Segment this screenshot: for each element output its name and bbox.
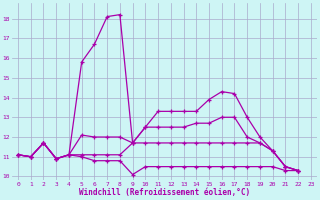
X-axis label: Windchill (Refroidissement éolien,°C): Windchill (Refroidissement éolien,°C) bbox=[79, 188, 250, 197]
